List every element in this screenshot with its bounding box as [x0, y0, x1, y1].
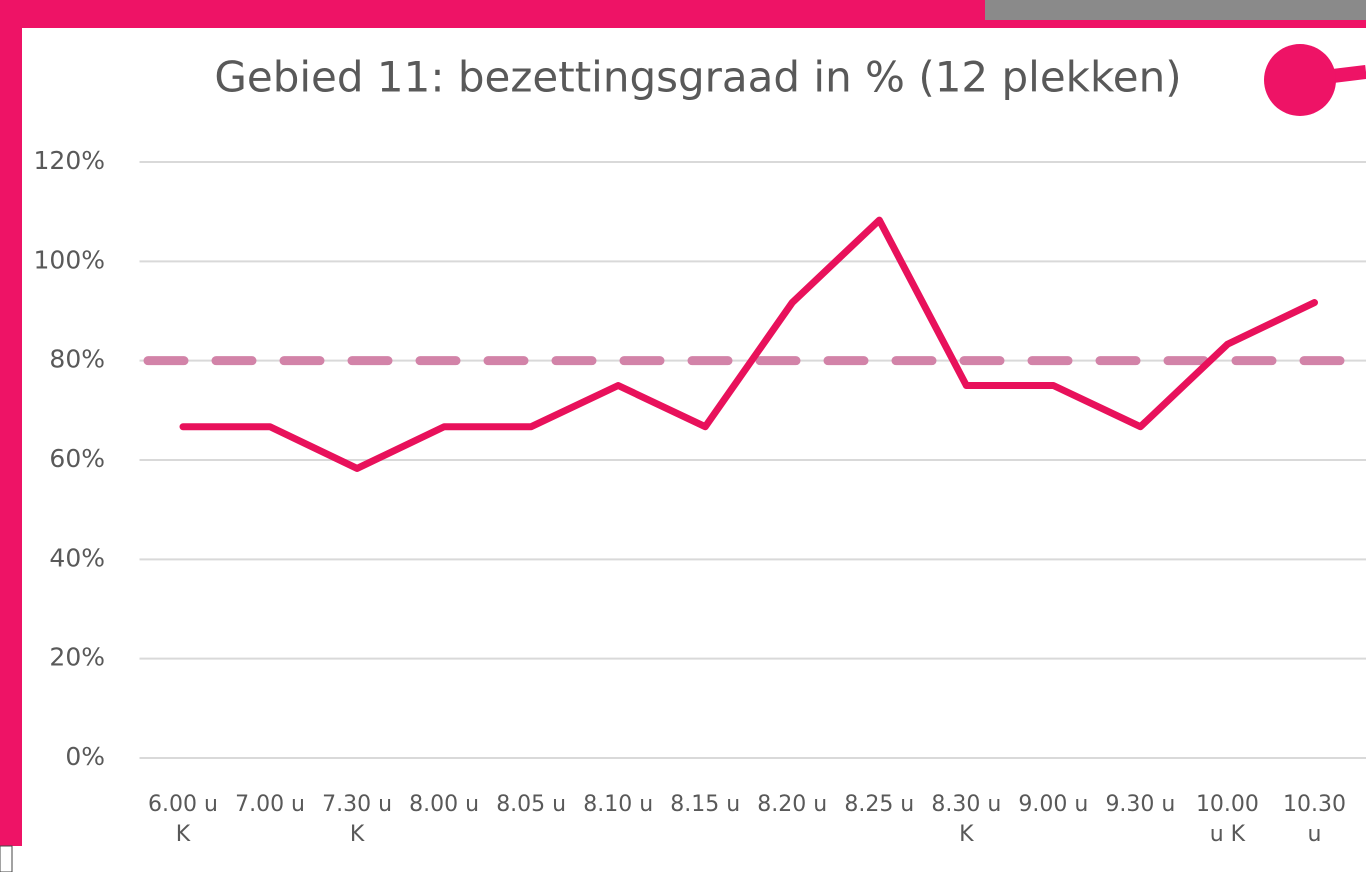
x-tick-label: 7.00 u	[235, 792, 305, 817]
left-bar	[0, 0, 22, 846]
y-tick-label: 60%	[49, 444, 105, 473]
x-tick-label: 6.00 u K	[148, 792, 218, 847]
x-tick-label: 8.25 u	[844, 792, 915, 817]
chart-title: Gebied 11: bezettingsgraad in % (12 plek…	[214, 53, 1181, 102]
x-tick-label: 8.00 u	[409, 792, 480, 817]
x-tick-label: 8.20 u	[757, 792, 828, 817]
x-tick-label: 9.00 u	[1018, 792, 1089, 817]
y-tick-label: 80%	[49, 345, 105, 374]
x-tick-label: 8.30 u K	[931, 792, 1002, 847]
y-tick-label: 20%	[49, 643, 105, 672]
corner-box	[0, 845, 13, 872]
x-tick-label: 8.15 u	[670, 792, 741, 817]
y-tick-label: 40%	[49, 543, 105, 572]
x-tick-label: 8.05 u	[496, 792, 567, 817]
pointer-dot	[1264, 44, 1336, 116]
x-tick-label: 10.00 u K	[1195, 792, 1259, 847]
x-tick-label: 9.30 u	[1105, 792, 1176, 817]
x-tick-label: 8.10 u	[583, 792, 654, 817]
photo	[985, 0, 1366, 20]
y-tick-label: 0%	[65, 742, 105, 771]
y-tick-label: 120%	[34, 146, 105, 175]
x-tick-label: 7.30 u K	[322, 792, 393, 847]
y-tick-label: 100%	[34, 245, 105, 274]
series-line	[179, 216, 1318, 472]
x-tick-label: 10.30 u	[1282, 792, 1346, 847]
